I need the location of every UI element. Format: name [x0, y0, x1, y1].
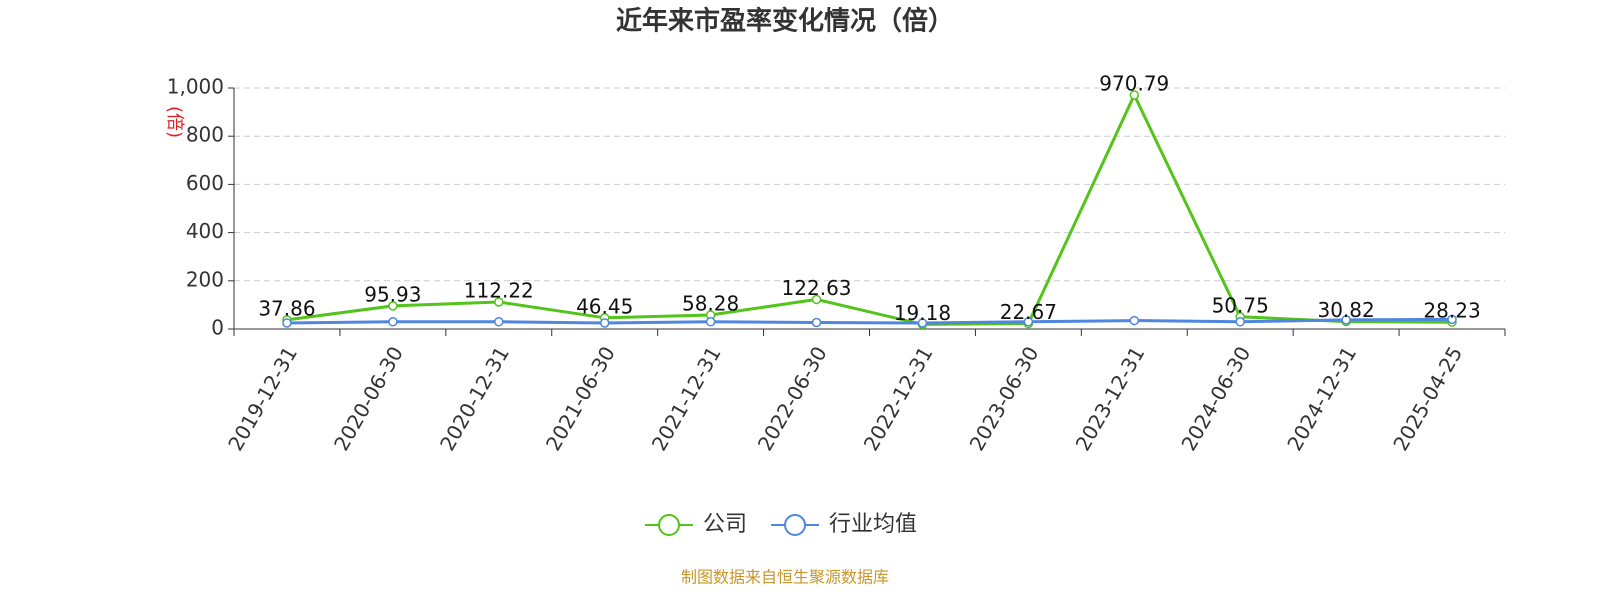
x-tick-label: 2023-06-30: [965, 342, 1044, 455]
data-label: 122.63: [782, 276, 852, 300]
x-tick-label: 2021-06-30: [541, 342, 620, 455]
chart-title: 近年来市盈率变化情况（倍）: [616, 6, 954, 37]
data-label: 112.22: [464, 278, 534, 302]
data-point: [1447, 314, 1457, 325]
data-label: 970.79: [1099, 72, 1169, 96]
data-label: 22.67: [1000, 300, 1057, 324]
data-point: [1129, 90, 1140, 100]
data-point: [1235, 317, 1245, 327]
data-point: [388, 317, 398, 327]
x-tick-label: 2025-04-25: [1388, 342, 1467, 455]
y-tick-label: 1,000: [167, 75, 224, 99]
y-tick-label: 400: [186, 219, 224, 243]
legend-marker: [784, 514, 807, 536]
x-tick-label: 2024-06-30: [1176, 342, 1255, 455]
data-point: [282, 318, 292, 328]
data-point: [599, 318, 610, 328]
y-axis-label: (倍): [164, 106, 185, 138]
data-label: 46.45: [576, 294, 633, 318]
data-point: [388, 301, 398, 311]
y-tick-label: 200: [186, 267, 224, 291]
data-label: 58.28: [682, 291, 739, 315]
x-tick-label: 2020-06-30: [329, 342, 408, 455]
legend-label: 公司: [703, 512, 747, 537]
data-label: 95.93: [364, 282, 421, 306]
data-point: [811, 294, 822, 305]
data-point: [917, 318, 928, 328]
data-label: 28.23: [1423, 299, 1480, 323]
series-line: [286, 91, 1453, 326]
data-point: [494, 317, 504, 327]
x-tick-label: 2022-12-31: [859, 342, 938, 455]
x-tick-label: 2020-12-31: [435, 342, 514, 455]
legend-marker: [658, 514, 680, 536]
data-point: [1023, 317, 1034, 327]
source-note: 制图数据来自恒生聚源数据库: [681, 568, 889, 587]
y-tick-label: 800: [186, 123, 224, 147]
y-tick-label: 0: [211, 316, 224, 340]
series-line: [286, 317, 1453, 325]
x-tick-label: 2019-12-31: [223, 342, 302, 455]
legend-label: 行业均值: [829, 512, 917, 537]
x-tick-label: 2023-12-31: [1070, 342, 1149, 455]
x-tick-label: 2024-12-31: [1282, 342, 1361, 455]
data-point: [705, 317, 716, 327]
y-tick-label: 600: [186, 171, 224, 195]
data-point: [811, 317, 822, 328]
data-point: [1341, 315, 1351, 325]
x-tick-label: 2021-12-31: [647, 342, 726, 455]
x-tick-label: 2022-06-30: [753, 342, 832, 455]
data-label: 50.75: [1212, 293, 1269, 317]
data-label: 37.86: [258, 296, 315, 320]
data-point: [1129, 315, 1140, 326]
data-label: 30.82: [1317, 298, 1374, 322]
data-label: 19.18: [894, 301, 951, 325]
data-point: [494, 297, 504, 307]
